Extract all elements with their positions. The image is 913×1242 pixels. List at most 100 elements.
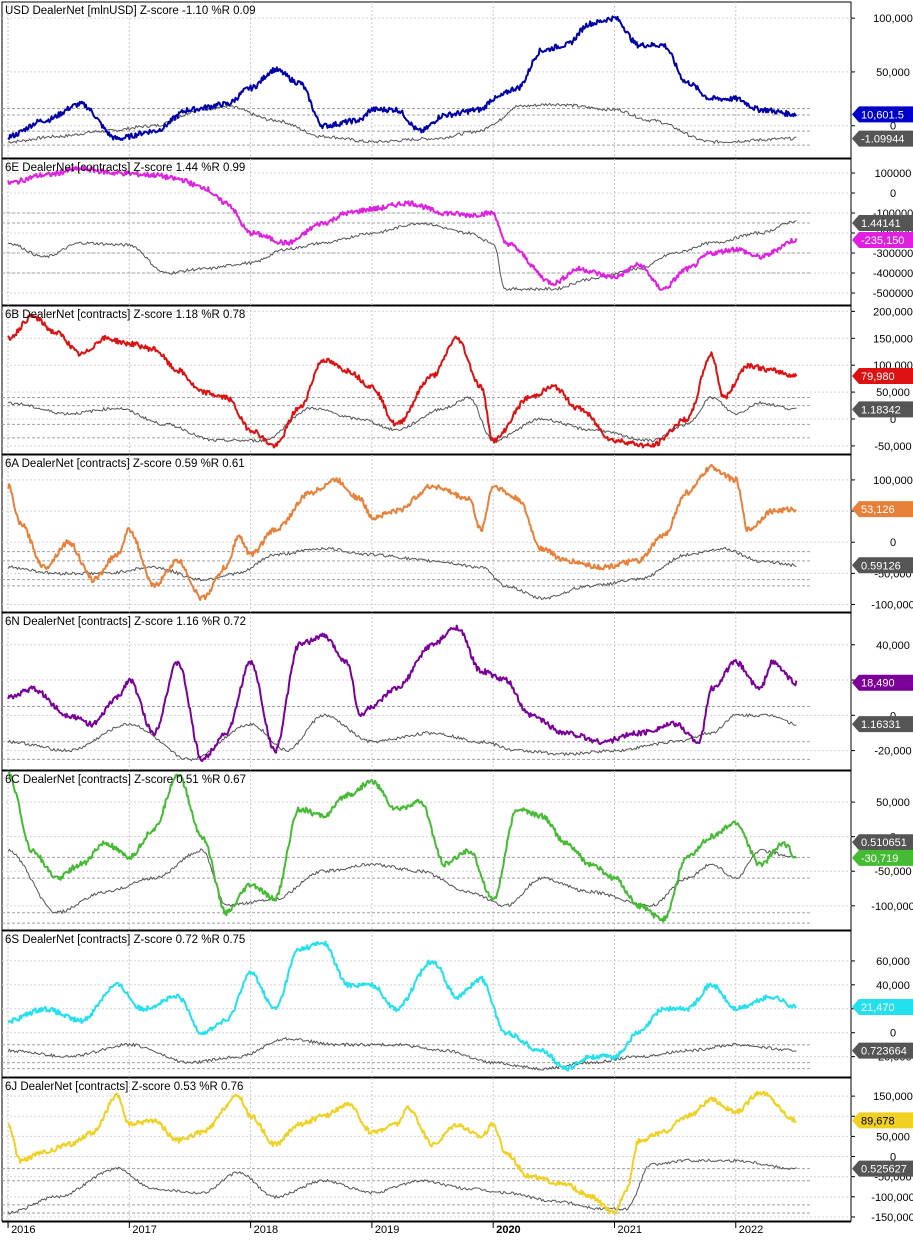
panel-4-zscore-line	[7, 713, 797, 762]
panel-5-series-line	[7, 771, 797, 923]
panel-5-frame	[1, 770, 852, 931]
panel-1-zscore-line	[7, 220, 797, 292]
panel-3-last-value-label: 53,126	[861, 504, 895, 516]
panel-7-ytick-label-6: -150,000	[871, 1212, 913, 1224]
panel-2-ytick-label-1: 150,000	[873, 333, 913, 345]
panel-2-zscore-value-label: 1.18342	[861, 404, 901, 416]
panel-3-ytick-label-0: 100,000	[873, 475, 913, 487]
panel-2-ytick-label-0: 200,000	[873, 306, 913, 318]
panel-6-ytick-label-0: 60,000	[876, 956, 910, 968]
panel-2-last-value-label: 79,980	[861, 371, 895, 383]
panel-2-zscore-value-label-bg	[852, 401, 913, 418]
panel-3-zscore-value-label-bg	[852, 557, 913, 574]
panel-5-last-value-label-bg	[852, 849, 913, 866]
panel-6-title: 6S DealerNet [contracts] Z-score 0.72 %R…	[5, 934, 245, 946]
panel-2-ytick-label-4: 0	[890, 414, 896, 426]
panel-1-last-value-label-bg	[852, 232, 913, 249]
panel-0-ytick-label-1: 50,000	[876, 67, 910, 79]
panel-1-frame	[1, 158, 852, 306]
panel-4-ytick-label-0: 40,000	[876, 640, 910, 652]
panel-5-ytick-label-0: 50,000	[876, 797, 910, 809]
panel-4-last-value-label: 18,490	[861, 678, 895, 690]
panel-5-title: 6C DealerNet [contracts] Z-score 0.51 %R…	[5, 774, 246, 786]
panel-1-title: 6E DealerNet [contracts] Z-score 1.44 %R…	[5, 162, 245, 174]
panel-4-title: 6N DealerNet [contracts] Z-score 1.16 %R…	[5, 616, 246, 628]
x-tick-label-2018: 2018	[254, 1224, 278, 1236]
panel-7: 150,000100,00050,0000-50,000-100,000-150…	[1, 1077, 913, 1224]
panel-1: 1000000-100000-200000-300000-400000-5000…	[1, 158, 913, 306]
panel-5-zscore-line	[7, 848, 797, 915]
panel-2-zscore-line	[7, 396, 797, 443]
panel-2-ytick-label-3: 50,000	[876, 387, 910, 399]
panel-7-ytick-label-2: 50,000	[876, 1131, 910, 1143]
panel-6-series-line	[7, 940, 797, 1072]
panel-4-series-line	[7, 624, 798, 763]
panel-1-series-line	[7, 165, 798, 291]
x-tick-label-2020: 2020	[496, 1224, 520, 1236]
panel-3-ytick-label-2: 0	[890, 537, 896, 549]
panel-0-zscore-line	[8, 102, 797, 145]
panel-4-zscore-value-label: 1.16331	[861, 719, 901, 731]
panel-6-ytick-label-1: 40,000	[876, 980, 910, 992]
panel-7-last-value-label: 89,678	[861, 1115, 895, 1127]
panel-1-ytick-label-6: -500000	[873, 288, 913, 300]
panel-6-zscore-value-label-bg	[852, 1042, 913, 1059]
panel-7-zscore-value-label-bg	[852, 1160, 913, 1177]
panel-1-ytick-label-4: -300000	[873, 248, 913, 260]
panel-6-ytick-label-3: 0	[890, 1028, 896, 1040]
panel-1-zscore-value-label: 1.44141	[861, 218, 901, 230]
x-tick-label-2016: 2016	[11, 1224, 35, 1236]
panel-7-ytick-label-3: 0	[890, 1152, 896, 1164]
panel-3-zscore-value-label: 0.59126	[861, 560, 901, 572]
panel-5-last-value-label: -30,719	[861, 853, 898, 865]
x-tick-label-2021: 2021	[617, 1224, 641, 1236]
panel-7-title: 6J DealerNet [contracts] Z-score 0.53 %R…	[5, 1081, 243, 1093]
panel-3-series-line	[7, 463, 797, 601]
panel-5-ytick-label-3: -100,000	[871, 901, 913, 913]
panel-1-ytick-label-5: -400000	[873, 268, 913, 280]
panel-6-last-value-label-bg	[852, 999, 913, 1016]
panel-2-ytick-label-5: -50,000	[874, 441, 911, 453]
panel-6-frame	[1, 930, 852, 1078]
panel-1-last-value-label: -235,150	[861, 235, 904, 247]
panel-1-ytick-label-1: 0	[890, 188, 896, 200]
panel-7-zscore-line	[7, 1158, 797, 1215]
panel-0-last-value-label-bg	[852, 106, 913, 123]
panel-2-series-line	[7, 313, 798, 449]
panel-7-ytick-label-0: 150,000	[873, 1091, 913, 1103]
panel-4-zscore-value-label-bg	[852, 716, 913, 733]
panel-0-last-value-label: 10,601.5	[861, 109, 904, 121]
panel-7-last-value-label-bg	[852, 1112, 913, 1129]
panel-0-title: USD DealerNet [mlnUSD] Z-score -1.10 %R …	[5, 5, 256, 17]
x-tick-label-2022: 2022	[739, 1224, 763, 1236]
panel-0-zscore-value-label-bg	[852, 130, 913, 147]
panel-4-last-value-label-bg	[852, 674, 913, 691]
panel-6-last-value-label: 21,470	[861, 1002, 895, 1014]
panel-5-zscore-value-label: 0.510651	[861, 837, 907, 849]
x-tick-label-2017: 2017	[132, 1224, 156, 1236]
panel-2-last-value-label-bg	[852, 367, 913, 384]
panel-7-zscore-value-label: 0.525627	[861, 1164, 907, 1176]
panel-4-ytick-label-3: -20,000	[874, 746, 911, 758]
panel-0-series-line	[7, 15, 798, 141]
panel-3-last-value-label-bg	[852, 501, 913, 518]
panel-2-title: 6B DealerNet [contracts] Z-score 1.18 %R…	[5, 309, 245, 321]
panel-0-ytick-label-0: 100,000	[873, 13, 913, 25]
panel-1-ytick-label-0: 100000	[875, 168, 912, 180]
panel-7-ytick-label-5: -100,000	[871, 1192, 913, 1204]
panel-0-zscore-value-label: -1.09944	[861, 134, 904, 146]
panel-3-ytick-label-4: -100,000	[871, 600, 913, 612]
panel-6-zscore-value-label: 0.723664	[861, 1046, 907, 1058]
panel-5-ytick-label-2: -50,000	[874, 866, 911, 878]
panel-0-ytick-label-2: 0	[890, 121, 896, 133]
panel-5-zscore-value-label-bg	[852, 834, 913, 851]
panel-0: 100,000 50,000 0 USD DealerNet [mlnUSD] Z-s…	[1, 1, 913, 159]
panel-1-zscore-value-label-bg	[852, 215, 913, 231]
panel-6-zscore-line	[7, 1036, 797, 1071]
x-tick-label-2019: 2019	[375, 1224, 399, 1236]
